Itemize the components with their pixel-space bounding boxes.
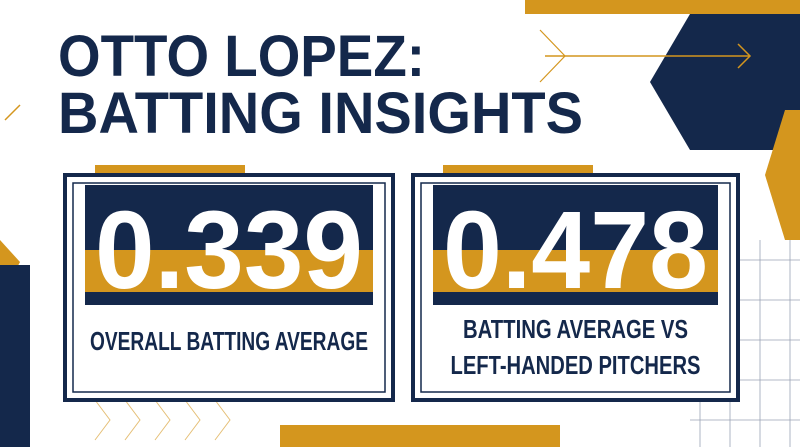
chevron (184, 399, 201, 441)
chevron (124, 399, 141, 441)
card-inner-frame (420, 182, 731, 393)
gold-bottom-bar (280, 425, 560, 447)
stat-card: 0.339 OVERALL BATTING AVERAGE (63, 165, 395, 402)
navy-side-bar (0, 265, 30, 447)
title-line: BATTING INSIGHTS (58, 81, 583, 146)
stat-value: 0.339 (95, 189, 363, 312)
value-band (85, 250, 373, 292)
card-inner-frame (72, 182, 386, 393)
title: OTTO LOPEZ:BATTING INSIGHTS (58, 24, 583, 146)
small-arrow (4, 104, 21, 121)
chevron (94, 399, 111, 441)
chevron (214, 399, 231, 441)
card-accent (95, 165, 245, 175)
value-band (433, 250, 718, 292)
navy-hexagon (650, 14, 800, 150)
chevron (539, 29, 566, 83)
cards: 0.339 OVERALL BATTING AVERAGE 0.478BATTING… (63, 165, 740, 402)
arrow-head (737, 43, 752, 69)
card-accent (443, 165, 593, 175)
stat-label: OVERALL BATTING AVERAGE (90, 326, 368, 356)
title-line: OTTO LOPEZ: (58, 24, 425, 89)
chevron-row (94, 399, 231, 441)
stat-value: 0.478 (443, 189, 708, 312)
stat-label: BATTING AVERAGE VS (463, 314, 688, 344)
chevron (154, 399, 171, 441)
gold-bar (525, 0, 800, 14)
stat-label: LEFT-HANDED PITCHERS (451, 350, 701, 380)
gold-hexagon (765, 110, 800, 240)
